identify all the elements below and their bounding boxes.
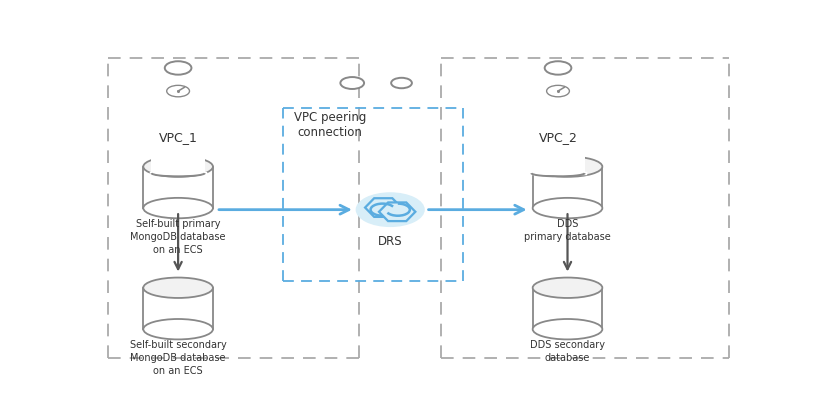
Circle shape [355, 193, 425, 228]
Ellipse shape [533, 157, 602, 178]
Polygon shape [151, 84, 205, 174]
Polygon shape [531, 84, 585, 174]
Circle shape [545, 62, 571, 76]
Circle shape [155, 2, 183, 16]
Text: Self-built primary
MongoDB database
on an ECS: Self-built primary MongoDB database on a… [131, 218, 225, 254]
Polygon shape [143, 288, 213, 330]
Text: VPC_2: VPC_2 [538, 131, 578, 144]
Ellipse shape [533, 278, 602, 298]
Polygon shape [533, 167, 602, 209]
Text: VPC_1: VPC_1 [158, 131, 198, 144]
Ellipse shape [143, 319, 213, 339]
Circle shape [771, 78, 792, 89]
Ellipse shape [143, 198, 213, 219]
Circle shape [341, 78, 364, 90]
Polygon shape [365, 199, 401, 217]
Text: DDS secondary
database: DDS secondary database [530, 339, 605, 362]
Polygon shape [143, 167, 213, 209]
Ellipse shape [143, 278, 213, 298]
Text: Self-built secondary
MongoDB database
on an ECS: Self-built secondary MongoDB database on… [130, 339, 226, 375]
Ellipse shape [143, 157, 213, 178]
Ellipse shape [533, 319, 602, 339]
Text: DDS
primary database: DDS primary database [525, 218, 611, 241]
Circle shape [391, 78, 412, 89]
Circle shape [535, 2, 563, 16]
Ellipse shape [533, 198, 602, 219]
Circle shape [165, 62, 191, 76]
Polygon shape [379, 203, 415, 221]
Polygon shape [533, 288, 602, 330]
Text: DRS: DRS [378, 234, 403, 247]
Text: VPC peering
connection: VPC peering connection [294, 111, 366, 139]
